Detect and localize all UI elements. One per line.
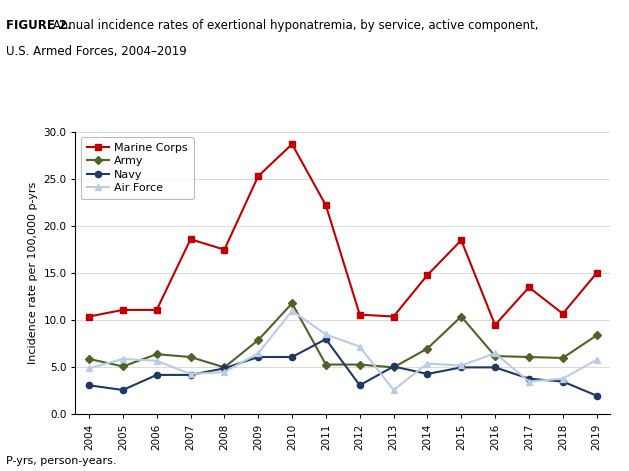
Navy: [423, 371, 431, 377]
Marine Corps: [255, 173, 262, 179]
Navy: [221, 365, 228, 371]
Air Force: [86, 365, 93, 371]
Army: [255, 337, 262, 343]
Line: Army: Army: [86, 300, 599, 371]
Navy: [187, 372, 194, 378]
Text: Annual incidence rates of exertional hyponatremia, by service, active component,: Annual incidence rates of exertional hyp…: [49, 19, 538, 32]
Air Force: [390, 387, 398, 393]
Army: [593, 333, 600, 338]
Marine Corps: [390, 314, 398, 319]
Marine Corps: [119, 307, 126, 313]
Line: Navy: Navy: [86, 336, 599, 399]
Army: [491, 353, 499, 359]
Y-axis label: Incidence rate per 100,000 p-yrs: Incidence rate per 100,000 p-yrs: [28, 182, 38, 364]
Army: [356, 362, 364, 367]
Navy: [255, 354, 262, 360]
Army: [288, 300, 296, 306]
Air Force: [119, 356, 126, 362]
Army: [153, 351, 160, 357]
Navy: [356, 382, 364, 388]
Army: [457, 314, 465, 319]
Marine Corps: [356, 312, 364, 317]
Army: [322, 362, 330, 367]
Army: [221, 365, 228, 370]
Air Force: [423, 361, 431, 366]
Marine Corps: [525, 284, 533, 290]
Navy: [119, 387, 126, 393]
Air Force: [559, 376, 567, 382]
Army: [86, 356, 93, 362]
Navy: [559, 379, 567, 384]
Marine Corps: [457, 237, 465, 243]
Air Force: [356, 344, 364, 349]
Air Force: [525, 379, 533, 384]
Text: U.S. Armed Forces, 2004–2019: U.S. Armed Forces, 2004–2019: [6, 45, 187, 58]
Navy: [457, 365, 465, 370]
Army: [390, 365, 398, 370]
Marine Corps: [86, 314, 93, 319]
Navy: [390, 364, 398, 369]
Army: [119, 364, 126, 369]
Air Force: [491, 350, 499, 356]
Army: [525, 354, 533, 360]
Line: Air Force: Air Force: [86, 308, 599, 393]
Line: Marine Corps: Marine Corps: [86, 141, 599, 328]
Marine Corps: [187, 236, 194, 242]
Air Force: [457, 363, 465, 368]
Air Force: [221, 369, 228, 375]
Marine Corps: [288, 141, 296, 147]
Air Force: [593, 357, 600, 363]
Marine Corps: [593, 270, 600, 276]
Navy: [525, 376, 533, 382]
Marine Corps: [423, 272, 431, 278]
Navy: [593, 393, 600, 398]
Air Force: [255, 350, 262, 356]
Navy: [153, 372, 160, 378]
Army: [187, 354, 194, 360]
Army: [423, 346, 431, 351]
Air Force: [153, 358, 160, 364]
Army: [559, 355, 567, 361]
Marine Corps: [221, 247, 228, 252]
Air Force: [322, 332, 330, 337]
Text: P-yrs, person-years.: P-yrs, person-years.: [6, 456, 117, 466]
Marine Corps: [559, 311, 567, 317]
Air Force: [288, 308, 296, 314]
Navy: [322, 336, 330, 342]
Text: FIGURE 2.: FIGURE 2.: [6, 19, 72, 32]
Navy: [86, 382, 93, 388]
Marine Corps: [491, 322, 499, 328]
Navy: [491, 365, 499, 370]
Marine Corps: [322, 203, 330, 208]
Legend: Marine Corps, Army, Navy, Air Force: Marine Corps, Army, Navy, Air Force: [81, 138, 194, 199]
Marine Corps: [153, 307, 160, 313]
Air Force: [187, 371, 194, 377]
Navy: [288, 354, 296, 360]
